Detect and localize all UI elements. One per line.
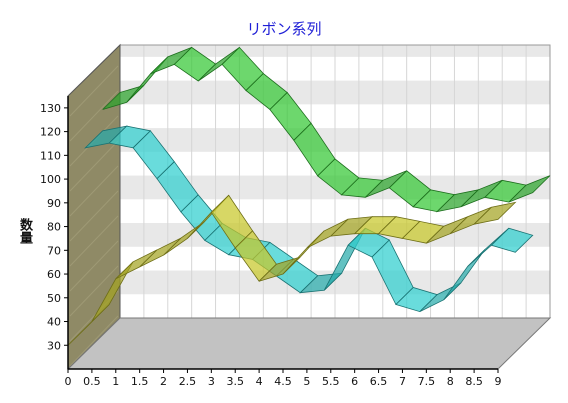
x-tick-label: 2.5	[179, 375, 197, 388]
x-tick-label: 6.5	[370, 375, 388, 388]
left-wall-hatch	[69, 240, 119, 292]
left-wall-hatch	[69, 65, 119, 117]
x-tick-label: 3.5	[226, 375, 244, 388]
x-tick-label: 6	[351, 375, 358, 388]
x-tick-label: 5	[303, 375, 310, 388]
y-tick-label: 120	[40, 126, 61, 139]
x-tick-label: 4.5	[274, 375, 292, 388]
left-wall-hatch	[69, 265, 119, 317]
y-tick-label: 130	[40, 102, 61, 115]
left-wall-hatch	[69, 90, 119, 142]
x-tick-label: 1	[112, 375, 119, 388]
x-tick-label: 4	[256, 375, 263, 388]
chart-title: リボン系列	[246, 20, 322, 38]
left-wall-hatch	[69, 215, 119, 267]
x-tick-label: 2	[160, 375, 167, 388]
y-tick-label: 100	[40, 173, 61, 186]
left-wall-hatch	[69, 165, 119, 217]
y-axis-title: 数量	[17, 218, 32, 244]
x-tick-label: 3	[208, 375, 215, 388]
left-wall-hatch	[69, 140, 119, 192]
x-tick-label: 1.5	[131, 375, 149, 388]
y-tick-label: 60	[47, 268, 61, 281]
x-tick-label: 0.5	[83, 375, 101, 388]
x-tick-label: 8.5	[465, 375, 483, 388]
y-tick-label: 80	[47, 221, 61, 234]
left-wall-hatch	[69, 315, 119, 367]
ribbon-segment-series-2	[490, 227, 534, 253]
x-tick-label: 0	[65, 375, 72, 388]
y-tick-label: 40	[47, 316, 61, 329]
floor	[66, 317, 552, 370]
x-tick-label: 8	[447, 375, 454, 388]
x-tick-label: 5.5	[322, 375, 340, 388]
y-tick-label: 90	[47, 197, 61, 210]
x-tick-label: 7	[399, 375, 406, 388]
y-tick-label: 50	[47, 292, 61, 305]
y-tick-label: 30	[47, 339, 61, 352]
left-wall	[67, 43, 121, 371]
ribbon-segment-series-1	[472, 201, 517, 225]
left-wall-hatch	[69, 190, 119, 242]
y-tick-label: 110	[40, 149, 61, 162]
ribbon-segment-series-3	[508, 175, 551, 203]
y-tick-label: 70	[47, 244, 61, 257]
x-tick-label: 7.5	[418, 375, 436, 388]
x-tick-label: 9	[495, 375, 502, 388]
